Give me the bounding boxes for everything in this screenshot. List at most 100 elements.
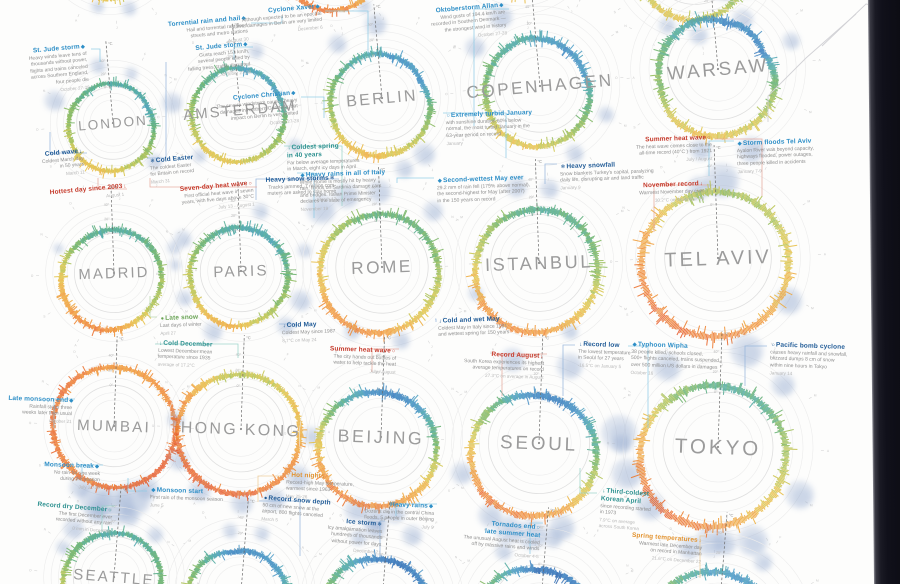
svg-text:N: N <box>454 44 457 48</box>
svg-text:M: M <box>180 153 183 157</box>
city-chart-berlin: J F M A M J J A S O N D 0° 20° 40° °C BERLIN <box>293 4 472 188</box>
city-label: LONDON <box>78 113 149 134</box>
svg-text:20°: 20° <box>704 0 710 3</box>
svg-text:M: M <box>460 215 463 219</box>
city-label: AMSTERDAM <box>183 98 298 124</box>
svg-text:A: A <box>468 88 471 92</box>
svg-text:A: A <box>204 182 207 186</box>
svg-text:O: O <box>293 103 296 107</box>
svg-text:F: F <box>579 0 581 3</box>
svg-text:S: S <box>309 146 311 150</box>
svg-text:M: M <box>453 45 456 49</box>
svg-text:A: A <box>298 24 301 28</box>
city-label: ISTANBUL <box>485 251 594 275</box>
svg-text:20°: 20° <box>526 21 532 26</box>
svg-text:N: N <box>43 89 46 93</box>
svg-text:°C: °C <box>108 41 113 46</box>
svg-text:J: J <box>431 345 433 349</box>
svg-text:M: M <box>616 30 619 34</box>
svg-text:20°: 20° <box>227 54 233 59</box>
svg-text:M: M <box>800 8 803 12</box>
svg-text:D: D <box>195 198 198 202</box>
svg-text:J: J <box>285 340 287 344</box>
svg-text:J: J <box>389 184 391 188</box>
svg-text:M: M <box>185 309 188 313</box>
city-label: MUMBAI <box>77 417 152 437</box>
svg-text:J: J <box>116 26 118 30</box>
svg-text:0°: 0° <box>230 69 234 73</box>
svg-text:40°: 40° <box>104 203 110 207</box>
svg-text:20°: 20° <box>101 72 107 77</box>
svg-text:J: J <box>571 10 573 14</box>
svg-text:O: O <box>615 76 618 80</box>
svg-text:A: A <box>652 43 655 47</box>
svg-text:A: A <box>80 190 83 194</box>
svg-text:40°: 40° <box>367 22 373 27</box>
svg-text:F: F <box>425 182 427 186</box>
svg-text:40°: 40° <box>231 199 237 203</box>
svg-text:S: S <box>633 125 635 129</box>
svg-text:M: M <box>464 309 467 313</box>
svg-text:D: D <box>330 24 333 28</box>
city-label: TEL AVIV <box>664 246 772 272</box>
svg-text:J: J <box>155 11 157 15</box>
city-label: SEOUL <box>500 431 578 455</box>
svg-text:F: F <box>151 199 153 203</box>
svg-text:J: J <box>527 26 529 30</box>
svg-text:A: A <box>324 266 327 270</box>
city-label: MADRID <box>78 265 150 283</box>
svg-text:J: J <box>776 150 778 154</box>
svg-text:D: D <box>331 185 334 189</box>
svg-text:J: J <box>156 183 158 187</box>
svg-text:O: O <box>445 92 448 96</box>
svg-text:A: A <box>632 76 635 80</box>
svg-text:M: M <box>624 124 627 128</box>
svg-text:40°: 40° <box>226 40 232 45</box>
svg-text:J: J <box>703 52 705 56</box>
city-label: BEIJING <box>337 426 424 449</box>
city-label: TOKYO <box>674 434 761 460</box>
svg-text:A: A <box>818 58 821 62</box>
svg-text:N: N <box>298 221 301 225</box>
svg-text:0°: 0° <box>104 85 108 89</box>
svg-text:S: S <box>613 10 615 14</box>
svg-text:S: S <box>49 164 51 168</box>
svg-text:O: O <box>31 274 34 278</box>
svg-text:J: J <box>246 190 248 194</box>
svg-text:J: J <box>384 359 386 363</box>
svg-text:J: J <box>373 8 375 12</box>
svg-text:J: J <box>341 32 343 36</box>
svg-text:F: F <box>279 195 281 199</box>
svg-text:J: J <box>286 175 288 179</box>
svg-text:F: F <box>418 16 420 20</box>
city-label: SEATTLE <box>73 566 156 584</box>
svg-text:M: M <box>809 110 812 114</box>
svg-text:N: N <box>301 59 304 63</box>
city-label: BERLIN <box>346 87 419 110</box>
svg-text:O: O <box>157 115 160 119</box>
svg-text:A: A <box>499 169 502 173</box>
svg-text:M: M <box>174 77 177 81</box>
svg-text:20°: 20° <box>104 217 110 221</box>
svg-text:F: F <box>274 34 276 38</box>
svg-text:M: M <box>460 133 463 137</box>
svg-text:S: S <box>301 315 303 319</box>
city-label: PARIS <box>213 262 269 281</box>
svg-text:A: A <box>674 159 677 163</box>
svg-text:O: O <box>36 127 39 131</box>
